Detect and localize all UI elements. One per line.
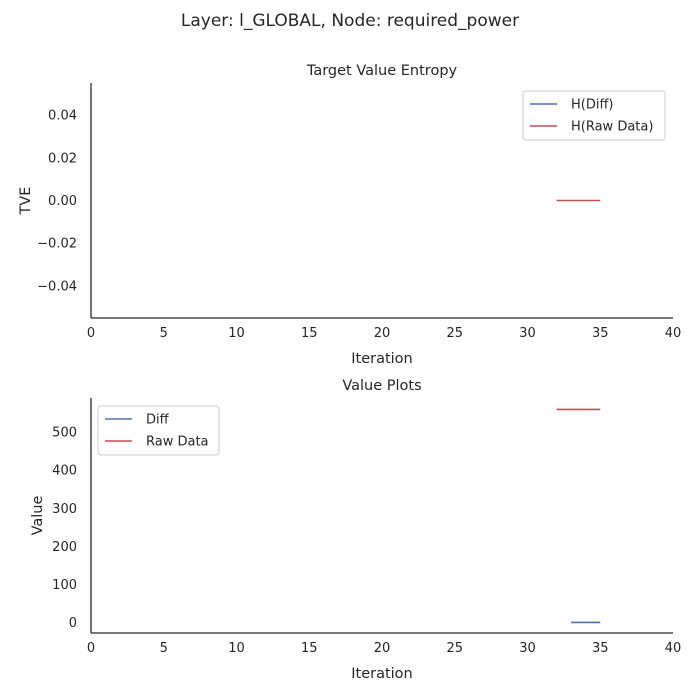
y-tick-label: −0.02 [37,237,77,252]
x-axis-label: Iteration [351,666,413,682]
plot-title: Value Plots [342,378,421,394]
x-tick-label: 30 [519,326,536,341]
legend-label: H(Diff) [571,98,614,113]
tve-chart-panel: Target Value Entropy 0 5 10 15 20 25 30 35 40 0.04… [18,63,681,367]
x-tick-label: 20 [374,326,391,341]
x-tick-label: 35 [592,641,609,656]
y-axis-label: TVE [18,187,34,216]
value-chart-panel: Value Plots 0 5 10 15 20 25 30 35 40 500 400 300 200 1… [30,378,681,682]
x-tick-label: 40 [665,326,682,341]
legend: H(Diff) H(Raw Data) [522,90,666,141]
y-tick-label: 500 [52,426,77,441]
x-tick-label: 25 [446,326,463,341]
x-tick-label: 0 [87,326,95,341]
x-axis-label: Iteration [351,351,413,367]
x-tick-label: 20 [374,641,391,656]
legend: Diff Raw Data [97,405,220,456]
x-tick-label: 30 [519,641,536,656]
plot-title: Target Value Entropy [306,63,458,79]
x-tick-label: 10 [228,641,245,656]
x-tick-label: 5 [160,326,168,341]
x-tick-label: 40 [665,641,682,656]
y-tick-label: 300 [52,502,77,517]
y-tick-label: 0.00 [48,194,77,209]
figure-title: Layer: l_GLOBAL, Node: required_power [180,11,520,31]
legend-label: H(Raw Data) [571,120,653,135]
y-tick-label: 0 [69,616,77,631]
y-axis-label: Value [30,496,46,536]
x-tick-label: 5 [160,641,168,656]
y-tick-label: 0.02 [48,151,77,166]
x-tick-label: 35 [592,326,609,341]
y-tick-label: 200 [52,540,77,555]
x-tick-label: 0 [87,641,95,656]
x-tick-label: 15 [301,641,318,656]
x-tick-label: 25 [446,641,463,656]
x-tick-label: 10 [228,326,245,341]
y-tick-label: 400 [52,464,77,479]
legend-frame [522,90,666,141]
y-tick-label: 0.04 [48,109,77,124]
x-tick-label: 15 [301,326,318,341]
legend-label: Raw Data [146,435,209,450]
y-tick-label: −0.04 [37,279,77,294]
legend-label: Diff [146,413,170,428]
y-tick-label: 100 [52,578,77,593]
